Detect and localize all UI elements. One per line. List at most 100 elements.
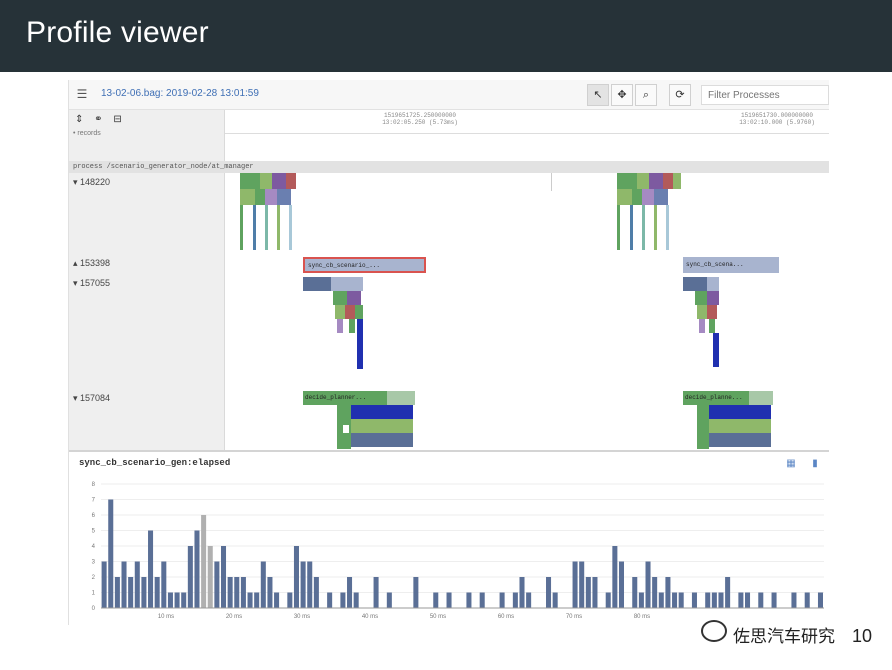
refresh-button[interactable]: ⟳ <box>669 84 691 106</box>
flame-block[interactable] <box>337 319 343 333</box>
histogram-bar[interactable] <box>638 592 644 609</box>
histogram-bar[interactable] <box>711 592 717 609</box>
flame-block[interactable] <box>663 173 673 189</box>
histogram-bar[interactable] <box>128 577 134 608</box>
panel-splitter[interactable] <box>69 450 829 452</box>
histogram-bar[interactable] <box>234 577 240 608</box>
histogram-bar[interactable] <box>665 577 671 608</box>
histogram-bar[interactable] <box>227 577 233 608</box>
histogram-bar[interactable] <box>154 577 160 608</box>
flame-block[interactable] <box>695 291 707 305</box>
flame-block[interactable] <box>709 419 771 433</box>
flame-block[interactable] <box>666 205 669 250</box>
histogram-bar[interactable] <box>340 592 346 609</box>
histogram-bar[interactable] <box>738 592 744 609</box>
histogram-bar[interactable] <box>201 515 207 608</box>
histogram-bar[interactable] <box>572 561 578 609</box>
histogram-bar[interactable] <box>585 577 591 608</box>
flame-block[interactable] <box>749 391 773 405</box>
process-row-153398[interactable]: ▴ 153398 <box>73 258 111 268</box>
histogram-bar[interactable] <box>519 577 525 608</box>
histogram-bar[interactable] <box>181 592 187 609</box>
histogram-bar[interactable] <box>433 592 439 609</box>
histogram-bar[interactable] <box>652 577 658 608</box>
histogram-bar[interactable] <box>618 561 625 609</box>
histogram-bar[interactable] <box>194 530 200 609</box>
histogram-bar[interactable] <box>293 546 299 608</box>
histogram-bar[interactable] <box>479 592 485 609</box>
flame-block[interactable] <box>260 173 272 189</box>
histogram-bar[interactable] <box>187 546 193 608</box>
histogram-bar[interactable] <box>612 546 618 608</box>
histogram-bar[interactable] <box>592 577 598 608</box>
histogram-bar[interactable] <box>725 577 731 608</box>
flame-block[interactable] <box>654 205 657 250</box>
flame-block[interactable] <box>637 173 649 189</box>
filter-processes-input[interactable] <box>701 85 829 105</box>
histogram-bar[interactable] <box>552 592 558 609</box>
histogram-bar[interactable] <box>771 592 777 609</box>
histogram-bar[interactable] <box>287 592 293 609</box>
histogram-bar[interactable] <box>307 561 313 609</box>
flame-block[interactable] <box>697 405 709 449</box>
process-row-157084[interactable]: ▾ 157084 <box>73 393 111 403</box>
histogram-bar[interactable] <box>413 577 419 608</box>
histogram-bar[interactable] <box>174 592 180 609</box>
histogram-bar[interactable] <box>254 592 260 609</box>
histogram-bar[interactable] <box>526 592 532 609</box>
histogram-bar[interactable] <box>327 592 333 609</box>
histogram-bar[interactable] <box>466 592 472 609</box>
flame-block[interactable] <box>333 291 347 305</box>
link-icon[interactable]: ⚭ <box>94 114 103 125</box>
flame-block[interactable] <box>632 189 642 205</box>
flame-block[interactable] <box>673 173 681 189</box>
histogram-bar[interactable] <box>579 561 585 609</box>
flame-block[interactable] <box>335 305 345 319</box>
flame-block[interactable] <box>272 173 286 189</box>
flame-block[interactable] <box>343 425 349 433</box>
histogram-bar[interactable] <box>267 577 273 608</box>
flame-block[interactable] <box>240 205 243 250</box>
histogram-bar[interactable] <box>167 592 173 609</box>
histogram-bar[interactable] <box>605 592 611 609</box>
flame-block[interactable] <box>331 277 363 291</box>
histogram-bar[interactable] <box>161 561 167 609</box>
flame-block[interactable] <box>654 189 668 205</box>
histogram-bar[interactable] <box>134 561 140 609</box>
process-row-157055[interactable]: ▾ 157055 <box>73 278 111 288</box>
chart-icon[interactable]: ▮ <box>812 458 818 469</box>
flame-block[interactable] <box>347 291 361 305</box>
bag-file-label[interactable]: 13-02-06.bag: 2019-02-28 13:01:59 <box>101 88 259 99</box>
time-ruler[interactable]: 1519651725.250000000 13:02:05.250 (5.73m… <box>225 110 829 134</box>
histogram-bar[interactable] <box>386 592 392 609</box>
histogram-bar[interactable] <box>240 577 246 608</box>
histogram-bar[interactable] <box>645 561 651 609</box>
flame-block[interactable] <box>277 189 291 205</box>
histogram-bar[interactable] <box>718 592 724 609</box>
flame-block[interactable] <box>699 319 705 333</box>
flame-block[interactable] <box>351 433 413 447</box>
histogram-bar[interactable] <box>148 530 154 609</box>
select-tool-button[interactable]: ↖ <box>587 84 609 106</box>
flame-block[interactable] <box>351 405 413 419</box>
histogram-bar[interactable] <box>300 561 306 609</box>
flame-block[interactable] <box>649 173 663 189</box>
collapse-icon[interactable]: ⊟ <box>113 114 122 125</box>
process-row-148220[interactable]: ▾ 148220 <box>73 177 111 187</box>
histogram-bar[interactable] <box>214 561 220 609</box>
histogram-bar[interactable] <box>353 592 359 609</box>
histogram-bar[interactable] <box>114 577 120 608</box>
histogram-bar[interactable] <box>108 499 114 609</box>
histogram-bar[interactable] <box>446 592 452 609</box>
flame-block[interactable] <box>713 333 719 367</box>
flame-block[interactable] <box>345 305 355 319</box>
flame-block[interactable] <box>240 189 255 205</box>
histogram-bar[interactable] <box>658 592 664 609</box>
histogram-bar[interactable] <box>705 592 711 609</box>
histogram-bar[interactable] <box>512 592 518 609</box>
flame-timeline[interactable]: sync_cb_scenario_... sync_cb_scena... <box>225 173 829 450</box>
flame-block[interactable] <box>387 391 415 405</box>
flame-block[interactable] <box>255 189 265 205</box>
flame-block[interactable]: sync_cb_scena... <box>683 257 779 273</box>
histogram-bar[interactable] <box>632 577 638 608</box>
